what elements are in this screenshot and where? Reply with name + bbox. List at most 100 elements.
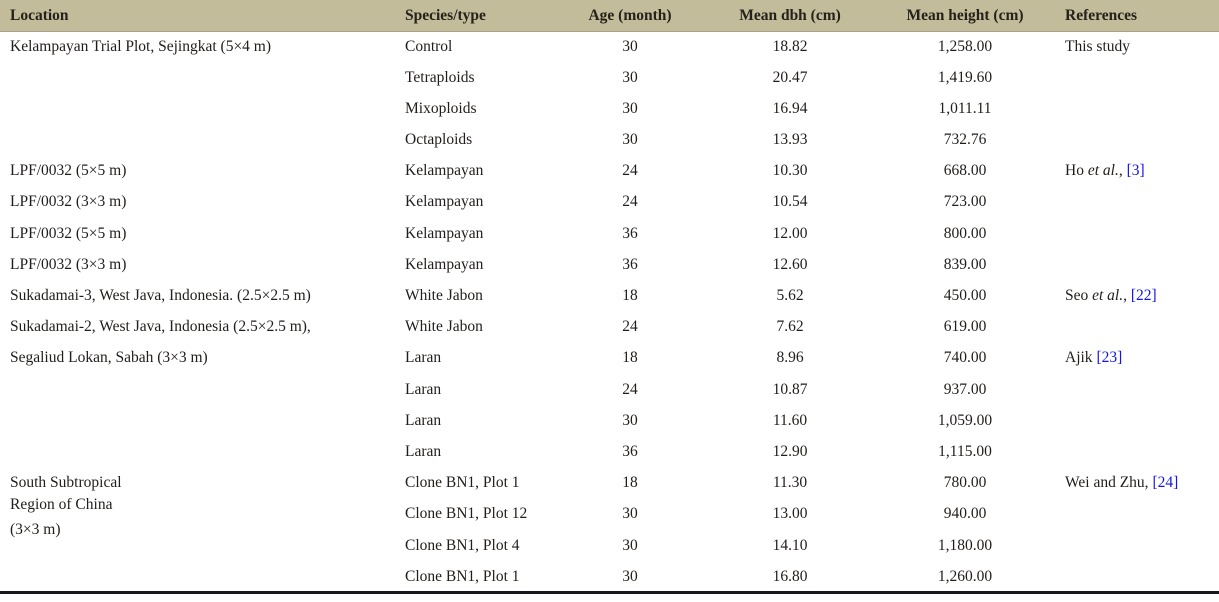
species-cell: Clone BN1, Plot 1 (405, 567, 520, 585)
mean-dbh-cell: 10.87 (772, 380, 808, 398)
age-cell: 30 (622, 38, 638, 55)
reference-text: This study (1065, 38, 1131, 55)
location-cell: Kelampayan Trial Plot, Sejingkat (5×4 m) (0, 32, 397, 157)
table-row: Clone BN1, Plot 4 30 14.10 1,180.00 (0, 531, 1219, 562)
table-row: Octaploids 30 13.93 732.76 (0, 125, 1219, 156)
reference-cell: Seo et al., [22] (1045, 281, 1219, 343)
location-line: (3×3 m) (10, 521, 61, 539)
mean-dbh-cell: 16.80 (772, 567, 808, 585)
mean-height-cell: 732.76 (943, 131, 987, 149)
table-row: Laran 36 12.90 1,115.00 (0, 437, 1219, 468)
species-cell: Octaploids (405, 131, 473, 149)
mean-height-cell: 839.00 (943, 255, 987, 273)
mean-dbh-cell: 5.62 (776, 287, 804, 304)
species-cell: Laran (405, 380, 442, 398)
location-line: LPF/0032 (3×3 m) (10, 255, 127, 273)
age-cell: 36 (622, 442, 638, 460)
reference-cell: This study (1045, 32, 1219, 157)
location-cell: Sukadamai-3, West Java, Indonesia. (2.5×… (0, 281, 397, 312)
location-line: South Subtropical (10, 474, 122, 492)
reference-text: Ho (1065, 162, 1088, 180)
table-row: LPF/0032 (5×5 m) Kelampayan 36 12.00 800.00 (0, 219, 1219, 250)
reference-text: Seo (1065, 287, 1093, 304)
table-row: Mixoploids 30 16.94 1,011.11 (0, 94, 1219, 125)
reference-et-al: et al. (1092, 287, 1124, 304)
table-row: Kelampayan Trial Plot, Sejingkat (5×4 m)… (0, 32, 1219, 63)
location-cell: LPF/0032 (3×3 m) (0, 187, 397, 218)
location-line: Segaliud Lokan, Sabah (3×3 m) (10, 349, 208, 367)
mean-height-cell: 937.00 (943, 380, 987, 398)
age-cell: 30 (622, 567, 638, 585)
mean-height-cell: 1,180.00 (937, 536, 993, 554)
table-row: Tetraploids 30 20.47 1,419.60 (0, 63, 1219, 94)
mean-dbh-cell: 8.96 (776, 349, 804, 367)
table-row: Sukadamai-2, West Java, Indonesia (2.5×2… (0, 312, 1219, 343)
location-line: Sukadamai-2, West Java, Indonesia (2.5×2… (10, 318, 311, 336)
reference-citation-link[interactable]: [23] (1096, 349, 1123, 367)
table-row: Sukadamai-3, West Java, Indonesia. (2.5×… (0, 281, 1219, 312)
mean-dbh-cell: 11.60 (772, 411, 808, 429)
mean-height-cell: 1,258.00 (937, 38, 993, 55)
species-cell: Laran (405, 411, 442, 429)
age-cell: 24 (622, 318, 638, 336)
age-cell: 30 (622, 411, 638, 429)
reference-text: Wei and Zhu, (1065, 474, 1153, 492)
mean-height-cell: 619.00 (943, 318, 987, 336)
mean-dbh-cell: 10.54 (772, 193, 808, 211)
age-cell: 30 (622, 99, 638, 117)
mean-height-cell: 450.00 (943, 287, 987, 304)
reference-text: Ajik (1065, 349, 1097, 367)
table-header: Location Species/type Age (month) Mean d… (0, 0, 1219, 32)
table-header-row: Location Species/type Age (month) Mean d… (0, 0, 1219, 32)
age-cell: 30 (622, 505, 638, 523)
reference-citation-link[interactable]: [22] (1130, 287, 1157, 304)
column-header-species: Species/type (397, 0, 565, 32)
table-row: LPF/0032 (5×5 m) Kelampayan 24 10.30 668.00 H… (0, 156, 1219, 187)
mean-height-cell: 940.00 (943, 505, 987, 523)
column-header-location: Location (0, 0, 397, 32)
location-line: LPF/0032 (3×3 m) (10, 193, 127, 211)
location-cell: Sukadamai-2, West Java, Indonesia (2.5×2… (0, 312, 397, 343)
mean-dbh-cell: 12.60 (772, 255, 808, 273)
mean-dbh-cell: 10.30 (772, 162, 808, 180)
species-cell: Laran (405, 442, 442, 460)
reference-cell: Ajik [23] (1045, 343, 1219, 468)
location-line: Region of China (10, 496, 113, 514)
mean-height-cell: 740.00 (943, 349, 987, 367)
reference-citation-link[interactable]: [24] (1152, 474, 1179, 492)
reference-cell: Wei and Zhu, [24] (1045, 468, 1219, 593)
species-cell: Kelampayan (405, 224, 484, 242)
species-cell: Mixoploids (405, 99, 477, 117)
mean-dbh-cell: 12.90 (772, 442, 808, 460)
location-cell: LPF/0032 (5×5 m) (0, 156, 397, 187)
location-line: Kelampayan Trial Plot, Sejingkat (5×4 m) (10, 38, 272, 55)
mean-dbh-cell: 18.82 (772, 38, 808, 55)
table-row: LPF/0032 (3×3 m) Kelampayan 36 12.60 839.00 (0, 250, 1219, 281)
mean-dbh-cell: 20.47 (772, 68, 808, 86)
mean-height-cell: 723.00 (943, 193, 987, 211)
mean-dbh-cell: 14.10 (772, 536, 808, 554)
age-cell: 36 (622, 224, 638, 242)
location-line: LPF/0032 (5×5 m) (10, 224, 127, 242)
table-row: Clone BN1, Plot 12 30 13.00 940.00 (0, 499, 1219, 530)
age-cell: 24 (622, 193, 638, 211)
table-row: Laran 30 11.60 1,059.00 (0, 406, 1219, 437)
reference-et-al: et al. (1087, 162, 1119, 180)
mean-height-cell: 800.00 (943, 224, 987, 242)
age-cell: 30 (622, 131, 638, 149)
column-header-mean-height: Mean height (cm) (885, 0, 1045, 32)
mean-dbh-cell: 13.00 (772, 505, 808, 523)
table-row: LPF/0032 (3×3 m) Kelampayan 24 10.54 723.00 (0, 187, 1219, 218)
table-row: Segaliud Lokan, Sabah (3×3 m) Laran 18 8.96… (0, 343, 1219, 374)
location-cell: LPF/0032 (5×5 m) (0, 219, 397, 250)
reference-citation-link[interactable]: [3] (1126, 162, 1145, 180)
species-cell: Kelampayan (405, 162, 484, 180)
table-row: Laran 24 10.87 937.00 (0, 375, 1219, 406)
age-cell: 36 (622, 255, 638, 273)
age-cell: 24 (622, 380, 638, 398)
mean-dbh-cell: 16.94 (772, 99, 808, 117)
column-header-references: References (1045, 0, 1219, 32)
mean-height-cell: 1,260.00 (937, 567, 993, 585)
table-row: South Subtropical Region of China (3×3 m) C… (0, 468, 1219, 538)
